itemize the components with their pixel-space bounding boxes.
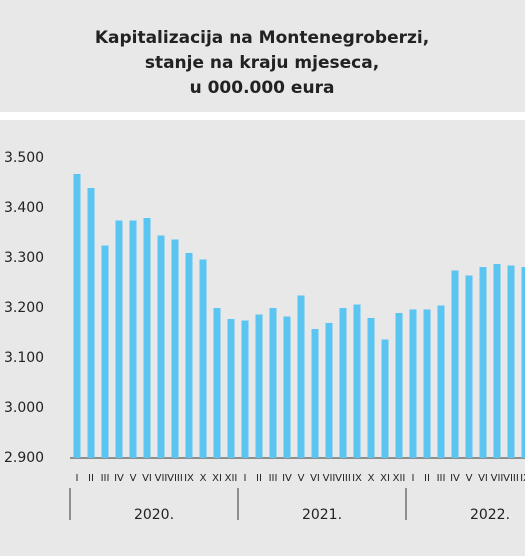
bar (87, 188, 95, 458)
bar (255, 314, 263, 458)
x-tick-label: IX (520, 473, 525, 484)
x-tick-label: III (437, 473, 446, 484)
bar (479, 267, 487, 458)
y-tick-label: 3.100 (4, 350, 44, 366)
bar (115, 220, 123, 458)
title-panel (0, 0, 525, 112)
x-tick-label: I (76, 473, 79, 484)
bar (269, 308, 277, 458)
bar (129, 220, 137, 458)
x-tick-label: I (244, 473, 247, 484)
bar (101, 245, 109, 458)
group-label: 2022. (470, 507, 510, 523)
bar (353, 304, 361, 458)
y-tick-label: 3.200 (4, 300, 44, 316)
chart-title: u 000.000 eura (190, 78, 335, 98)
group-label: 2020. (134, 507, 174, 523)
x-tick-label: VI (142, 473, 152, 484)
x-tick-label: II (424, 473, 430, 484)
bar (227, 319, 235, 458)
bar (409, 309, 417, 458)
x-tick-label: II (256, 473, 262, 484)
x-tick-label: IV (282, 473, 292, 484)
bar (157, 235, 165, 458)
bar (395, 313, 403, 458)
x-tick-label: IX (352, 473, 362, 484)
bar (381, 339, 389, 458)
x-tick-label: X (200, 473, 207, 484)
x-tick-label: VII (491, 473, 504, 484)
x-tick-label: VI (310, 473, 320, 484)
bar (213, 308, 221, 458)
bar (325, 323, 333, 458)
bar (451, 270, 459, 458)
bar (521, 267, 525, 458)
x-tick-label: IV (450, 473, 460, 484)
y-tick-label: 3.300 (4, 250, 44, 266)
x-tick-label: X (368, 473, 375, 484)
x-tick-label: IX (184, 473, 194, 484)
bar (493, 264, 501, 458)
bar (283, 316, 291, 458)
bar (465, 275, 473, 458)
bar (437, 305, 445, 458)
bar (297, 295, 305, 458)
bar (311, 329, 319, 458)
y-tick-label: 3.500 (4, 150, 44, 166)
x-tick-label: II (88, 473, 94, 484)
y-tick-label: 2.900 (4, 450, 44, 466)
x-tick-label: V (298, 473, 305, 484)
chart-title: Kapitalizacija na Montenegroberzi, (95, 28, 429, 48)
x-tick-label: VI (478, 473, 488, 484)
x-tick-label: XII (225, 473, 238, 484)
x-tick-label: VII (155, 473, 168, 484)
x-tick-label: XI (212, 473, 222, 484)
bar (367, 318, 375, 458)
y-tick-label: 3.400 (4, 200, 44, 216)
chart-title: stanje na kraju mjeseca, (145, 53, 379, 73)
bar (507, 265, 515, 458)
x-tick-label: III (101, 473, 110, 484)
x-tick-label: IV (114, 473, 124, 484)
bar (171, 239, 179, 458)
x-tick-label: V (130, 473, 137, 484)
x-tick-label: VIII (503, 473, 519, 484)
x-tick-label: V (466, 473, 473, 484)
x-tick-label: I (412, 473, 415, 484)
x-tick-label: XII (393, 473, 406, 484)
x-tick-label: III (269, 473, 278, 484)
x-tick-label: VII (323, 473, 336, 484)
bar (423, 309, 431, 458)
bar (339, 308, 347, 458)
bar (73, 174, 81, 458)
x-tick-label: VIII (335, 473, 351, 484)
group-label: 2021. (302, 507, 342, 523)
bar (199, 259, 207, 458)
bar (241, 320, 249, 458)
bar (143, 218, 151, 458)
y-tick-label: 3.000 (4, 400, 44, 416)
bar (185, 253, 193, 458)
x-tick-label: VIII (167, 473, 183, 484)
x-tick-label: XI (380, 473, 390, 484)
